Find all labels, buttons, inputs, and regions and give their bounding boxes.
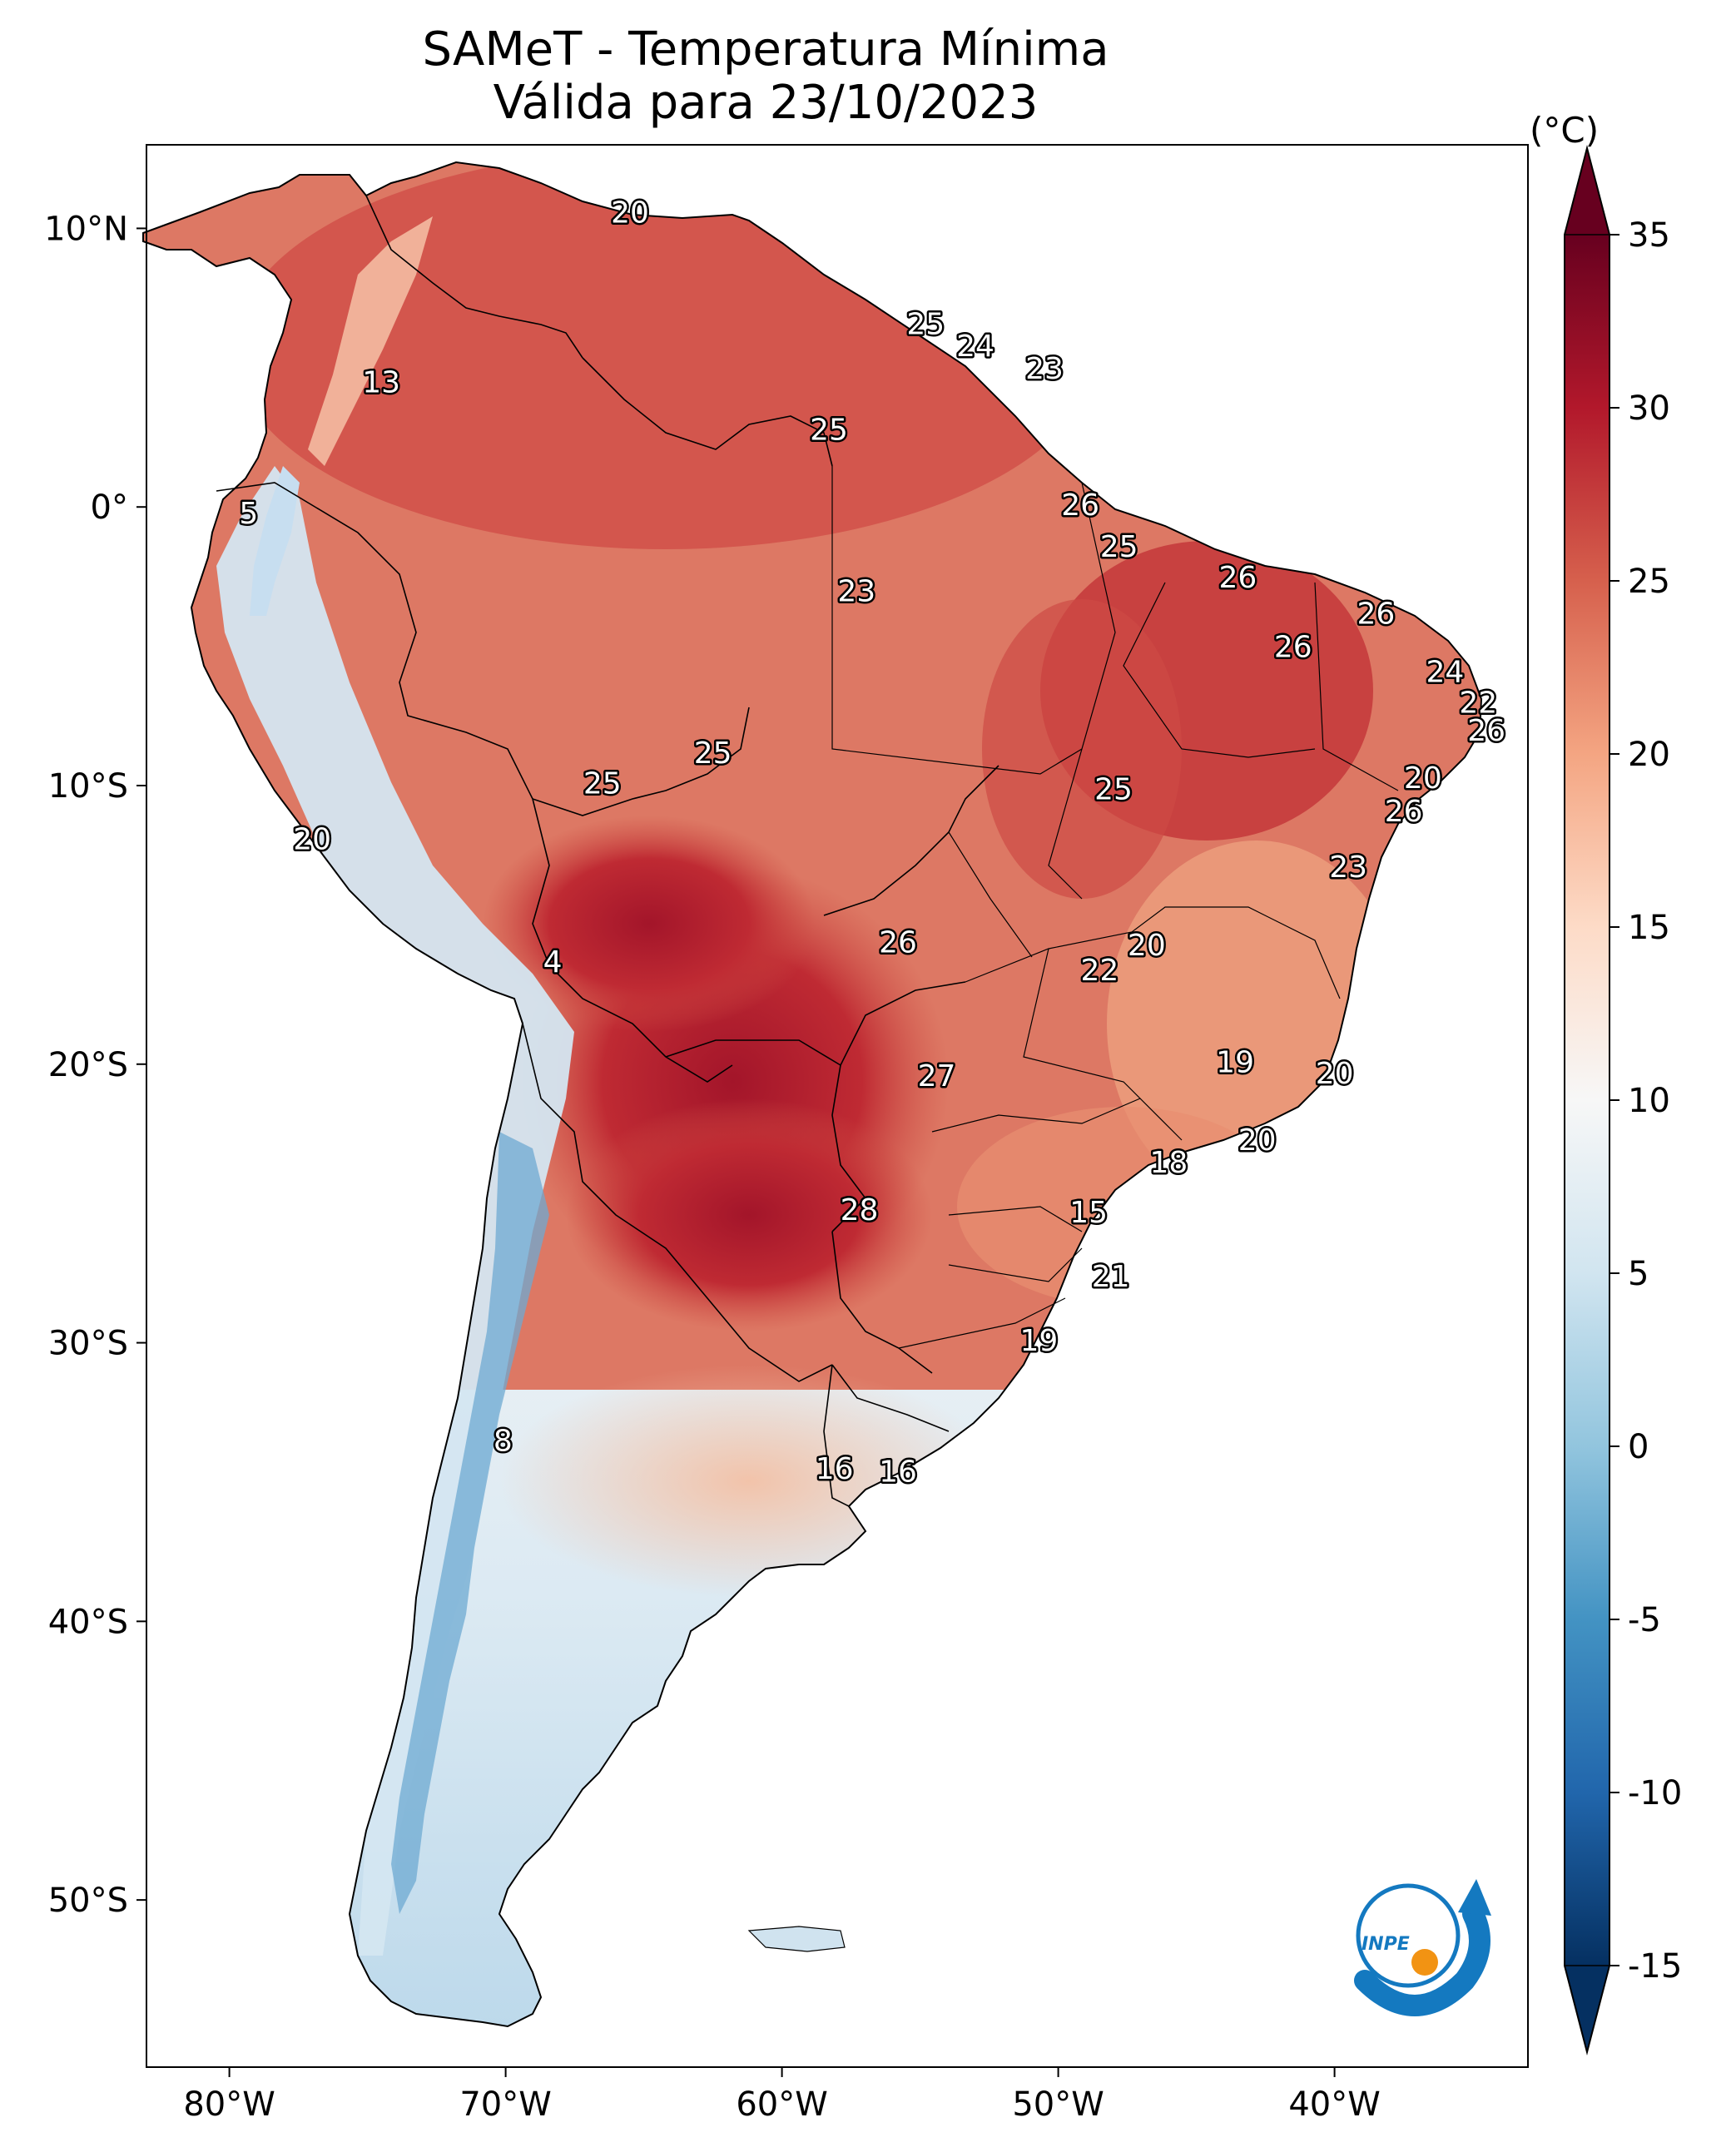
lat-tick-label: 10°S bbox=[48, 767, 128, 806]
colorbar-tick-label: 30 bbox=[1628, 389, 1670, 428]
colorbar-tick-label: -10 bbox=[1628, 1774, 1682, 1812]
colorbar-tick-label: 25 bbox=[1628, 563, 1670, 601]
temperature-label: 8 bbox=[494, 1425, 513, 1459]
temperature-label: 25 bbox=[1100, 530, 1138, 564]
temperature-label: 5 bbox=[239, 497, 258, 531]
temperature-label: 13 bbox=[362, 366, 400, 400]
colorbar-ticks: 35 30 25 20 15 10 5 0 -5 -10 -15 bbox=[1610, 216, 1682, 1986]
colorbar-unit: (°C) bbox=[1530, 110, 1600, 151]
colorbar-tick-label: 10 bbox=[1628, 1082, 1670, 1120]
logo-text: INPE bbox=[1362, 1934, 1410, 1955]
lon-tick-label: 80°W bbox=[183, 2085, 275, 2124]
temperature-label: 26 bbox=[1061, 488, 1099, 523]
logo-ring bbox=[1356, 1883, 1461, 1988]
map-title: SAMeT - Temperatura Mínima bbox=[422, 22, 1109, 77]
temperature-label: 4 bbox=[543, 945, 563, 979]
temperature-label: 25 bbox=[694, 736, 732, 771]
temperature-label: 20 bbox=[1404, 761, 1442, 796]
temperature-label: 25 bbox=[810, 413, 848, 447]
temperature-label: 16 bbox=[879, 1455, 917, 1490]
lat-tick-label: 10°N bbox=[44, 210, 128, 248]
temperature-label: 26 bbox=[1218, 561, 1257, 595]
colorbar-tick-label: 20 bbox=[1628, 736, 1670, 774]
colorbar-max-arrow bbox=[1564, 146, 1610, 236]
temperature-label: 23 bbox=[837, 575, 875, 609]
temperature-label: 21 bbox=[1092, 1260, 1130, 1294]
colorbar-tick-label: 0 bbox=[1628, 1428, 1649, 1466]
inpe-logo: INPE bbox=[1354, 1879, 1491, 2016]
lat-tick-label: 30°S bbox=[48, 1325, 128, 1363]
longitude-ticks: 80°W 70°W 60°W 50°W 40°W bbox=[183, 2067, 1381, 2124]
temperature-label: 23 bbox=[1025, 352, 1064, 386]
temperature-label: 19 bbox=[1216, 1045, 1254, 1079]
lon-tick-label: 60°W bbox=[736, 2085, 827, 2124]
temperature-label: 27 bbox=[918, 1059, 956, 1093]
temperature-label: 25 bbox=[1094, 772, 1133, 806]
temperature-label: 24 bbox=[956, 330, 994, 364]
lat-tick-label: 20°S bbox=[48, 1046, 128, 1084]
temperature-label: 25 bbox=[583, 767, 622, 801]
temperature-label: 24 bbox=[1426, 656, 1464, 690]
country-borders bbox=[216, 195, 999, 1507]
temperature-label: 16 bbox=[816, 1452, 854, 1486]
map-subtitle: Válida para 23/10/2023 bbox=[493, 76, 1039, 130]
temperature-label: 20 bbox=[611, 196, 649, 230]
colorbar-min-arrow bbox=[1564, 1965, 1610, 2055]
temperature-label: 20 bbox=[1316, 1057, 1354, 1091]
temperature-label: 26 bbox=[1467, 714, 1505, 748]
falkland-islands bbox=[747, 1926, 846, 1952]
colorbar-tick-label: 15 bbox=[1628, 909, 1670, 947]
colorbar: 35 30 25 20 15 10 5 0 -5 -10 -15 bbox=[1564, 145, 1682, 2055]
temperature-label: 20 bbox=[293, 823, 331, 857]
temperature-label: 15 bbox=[1069, 1196, 1108, 1230]
state-borders bbox=[831, 466, 1399, 1349]
map-frame bbox=[146, 144, 1529, 2068]
lon-tick-label: 70°W bbox=[459, 2085, 551, 2124]
latitude-ticks: 10°N 0° 10°S 20°S 30°S 40°S 50°S bbox=[44, 210, 146, 1920]
temperature-label: 26 bbox=[1274, 631, 1312, 665]
colorbar-tick-label: -15 bbox=[1628, 1947, 1682, 1986]
temperature-label: 18 bbox=[1149, 1146, 1188, 1180]
lat-tick-label: 40°S bbox=[48, 1603, 128, 1641]
lat-tick-label: 0° bbox=[91, 488, 128, 527]
temperature-label: 23 bbox=[1329, 850, 1367, 885]
coastline bbox=[142, 161, 1483, 2028]
temperature-label: 26 bbox=[1385, 795, 1423, 829]
temperature-label: 25 bbox=[906, 307, 945, 341]
logo-dot bbox=[1411, 1949, 1438, 1976]
lon-tick-label: 50°W bbox=[1012, 2085, 1104, 2124]
temperature-label: 20 bbox=[1128, 929, 1166, 963]
temperature-label: 22 bbox=[1080, 954, 1118, 988]
temperature-label: 22 bbox=[1459, 687, 1497, 721]
temperature-label: 26 bbox=[1357, 597, 1395, 631]
logo-arrow bbox=[1458, 1879, 1491, 1916]
lon-tick-label: 40°W bbox=[1288, 2085, 1380, 2124]
temperature-label: 26 bbox=[879, 925, 917, 959]
temperature-label: 28 bbox=[841, 1193, 879, 1227]
temperature-label: 19 bbox=[1019, 1324, 1058, 1358]
colorbar-tick-label: 5 bbox=[1628, 1255, 1649, 1293]
temperature-label: 20 bbox=[1238, 1123, 1277, 1158]
lat-tick-label: 50°S bbox=[48, 1882, 128, 1920]
colorbar-tick-label: 35 bbox=[1628, 216, 1670, 255]
colorbar-bar bbox=[1565, 235, 1610, 1966]
logo-swoosh bbox=[1354, 1903, 1490, 2016]
colorbar-tick-label: -5 bbox=[1628, 1601, 1661, 1639]
